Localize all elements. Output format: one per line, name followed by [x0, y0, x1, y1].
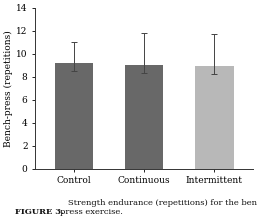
Text: FIGURE 3.: FIGURE 3.: [15, 208, 64, 216]
Text: Strength endurance (repetitions) for the bench
press exercise.: Strength endurance (repetitions) for the…: [60, 199, 257, 216]
Y-axis label: Bench-press (repetitions): Bench-press (repetitions): [4, 30, 13, 147]
Bar: [125, 65, 163, 169]
Bar: [54, 63, 93, 169]
Bar: [195, 66, 234, 169]
